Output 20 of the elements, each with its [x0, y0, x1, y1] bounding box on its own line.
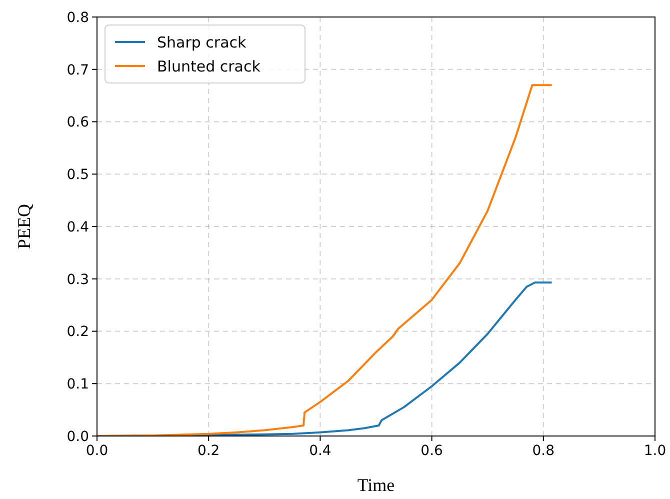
y-tick-label: 0.1	[66, 376, 89, 393]
y-tick-label: 0.5	[66, 167, 89, 184]
y-tick-label: 0.4	[66, 219, 90, 236]
y-tick-label: 0.0	[66, 428, 89, 445]
line-series	[97, 84, 553, 436]
x-tick-label: 1.0	[644, 443, 666, 459]
y-axis-title: PEEQ	[14, 204, 34, 249]
x-axis-title: Time	[357, 475, 395, 495]
legend-label: Blunted crack	[157, 57, 261, 76]
y-tick-label: 0.7	[66, 62, 89, 78]
y-tick-label: 0.6	[66, 114, 90, 131]
legend-label: Sharp crack	[157, 33, 247, 52]
y-tick-label: 0.3	[66, 272, 89, 288]
x-tick-label: 0.4	[309, 443, 332, 459]
x-tick-label: 0.0	[86, 443, 108, 459]
x-tick-label: 0.8	[532, 443, 555, 459]
y-tick-label: 0.2	[66, 324, 89, 340]
x-tick-label: 0.6	[420, 443, 444, 459]
y-tick-label: 0.8	[66, 10, 89, 26]
x-tick-label: 0.2	[197, 443, 220, 459]
